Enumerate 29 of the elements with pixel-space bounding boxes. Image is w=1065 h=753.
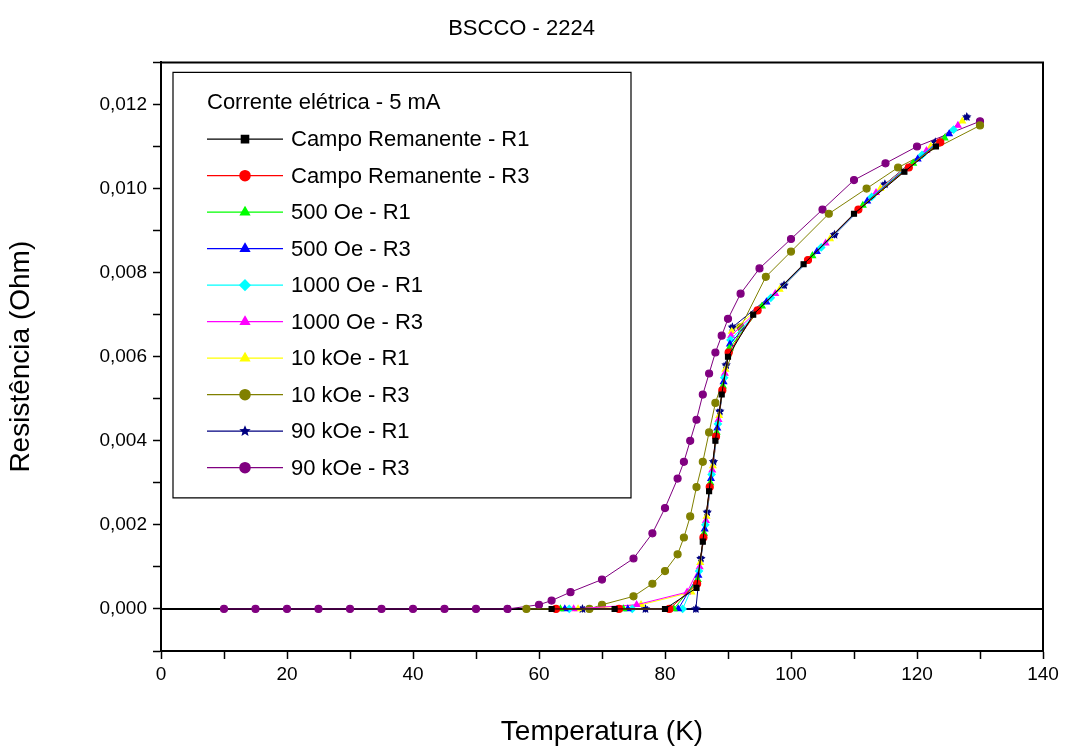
legend-label: 10 kOe - R1 (291, 345, 410, 371)
legend-label: Campo Remanente - R1 (291, 126, 530, 152)
legend-label: 1000 Oe - R3 (291, 308, 424, 334)
y-tick-label: 0,012 (99, 92, 147, 114)
legend-title: Corrente elétrica - 5 mA (207, 88, 441, 114)
x-tick-label: 120 (901, 662, 933, 684)
legend-label: 90 kOe - R1 (291, 418, 410, 444)
y-tick-label: 0,008 (99, 260, 147, 282)
x-tick-label: 100 (775, 662, 807, 684)
legend-label: 90 kOe - R3 (291, 454, 410, 480)
x-tick-label: 0 (155, 662, 167, 684)
y-tick-label: 0,004 (99, 429, 148, 451)
y-tick-label: 0,000 (99, 597, 147, 619)
legend-label: 500 Oe - R1 (291, 199, 411, 225)
legend-label: 1000 Oe - R1 (291, 272, 424, 298)
legend-label: 500 Oe - R3 (291, 235, 411, 261)
x-tick-label: 140 (1027, 662, 1059, 684)
chart-title: BSCCO - 2224 (448, 15, 595, 41)
legend-label: 10 kOe - R3 (291, 381, 410, 407)
y-axis-title: Resistência (Ohm) (3, 240, 35, 473)
x-tick-label: 80 (654, 662, 676, 684)
x-axis-title: Temperatura (K) (500, 714, 704, 746)
y-tick-label: 0,002 (99, 513, 147, 535)
x-tick-label: 20 (276, 662, 298, 684)
x-tick-label: 40 (402, 662, 424, 684)
y-tick-label: 0,006 (99, 344, 147, 366)
legend-label: Campo Remanente - R3 (291, 162, 530, 188)
x-tick-label: 60 (528, 662, 550, 684)
y-tick-label: 0,010 (99, 176, 147, 198)
